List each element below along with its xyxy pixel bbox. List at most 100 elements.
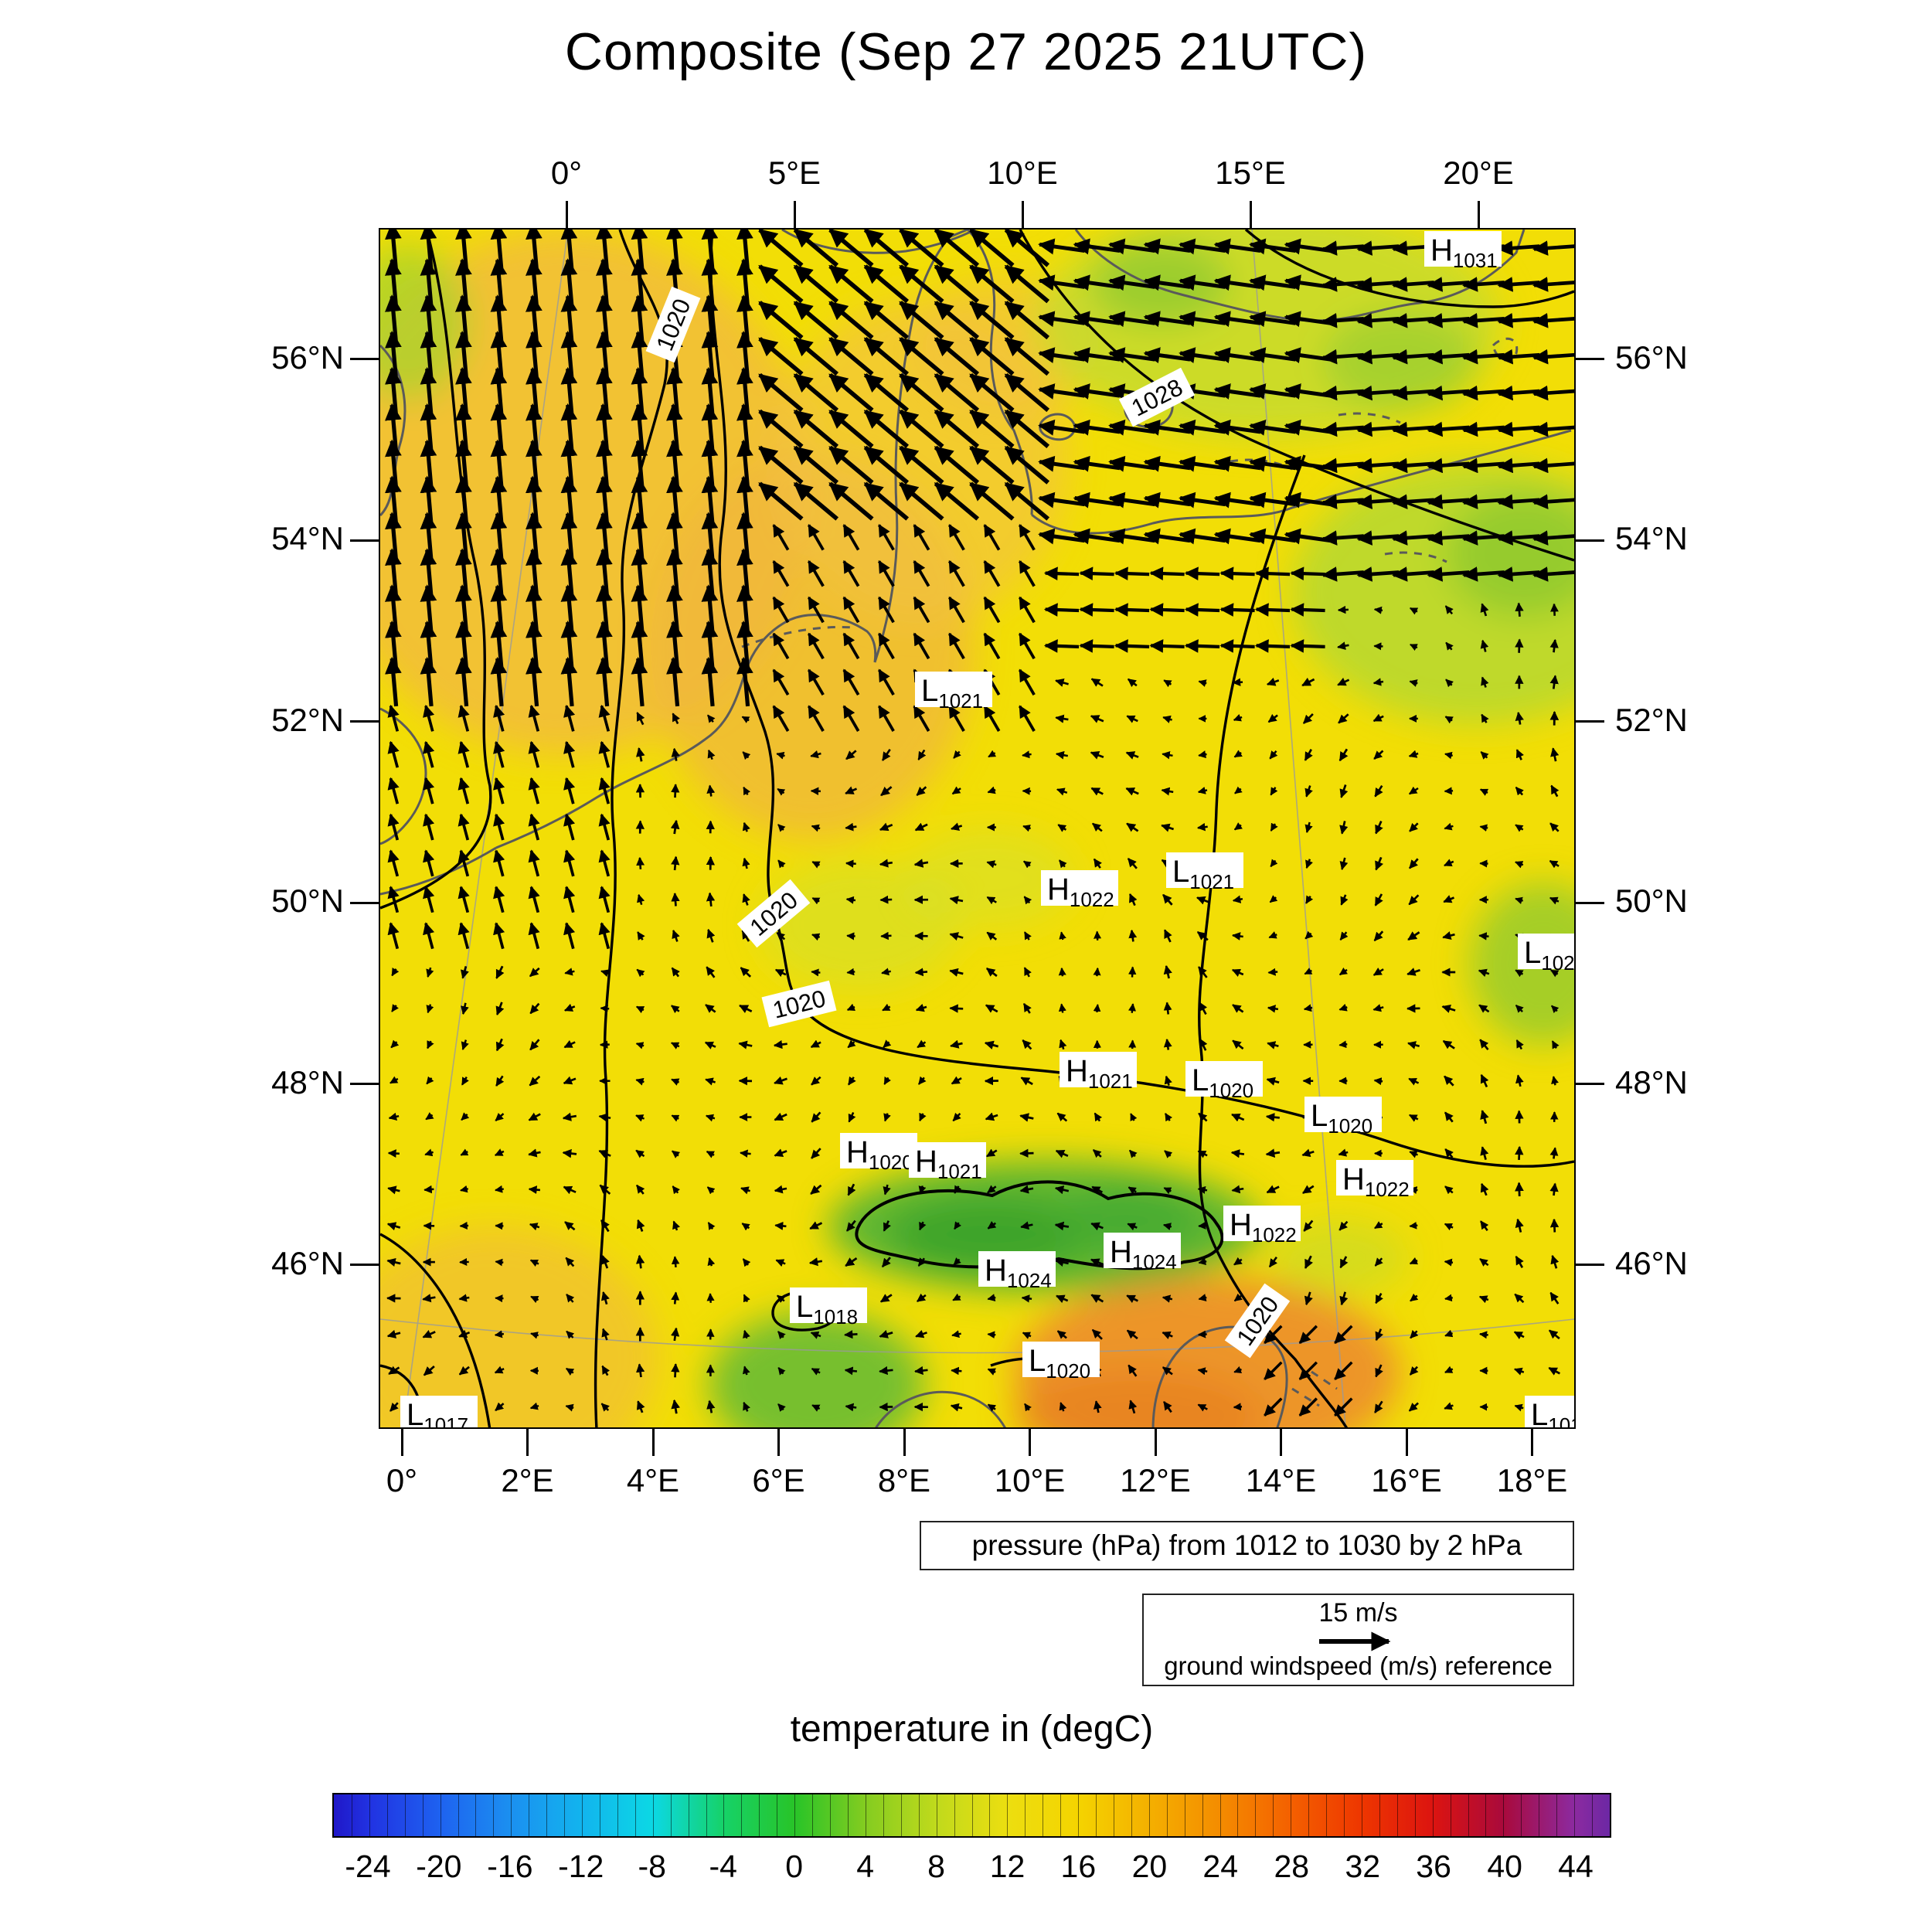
wind-arrow [461,1002,469,1015]
colorbar-separator [1521,1794,1522,1836]
wind-arrow [385,258,402,308]
wind-arrow [1265,1148,1281,1158]
wind-arrow [969,264,1015,304]
wind-arrow [986,931,998,940]
colorbar-separator [1308,1794,1310,1836]
wind-arrow [987,1294,996,1302]
svg-text:L1020: L1020 [1029,1344,1090,1383]
wind-arrow [983,705,1001,732]
wind-arrow [528,1148,541,1158]
wind-arrow [1408,1077,1420,1086]
colorbar-tick-label: 20 [1131,1849,1168,1884]
wind-arrow [1091,1328,1103,1340]
wind-arrow [1219,639,1255,653]
wind-arrow [1162,750,1173,760]
wind-arrow [1374,1400,1383,1413]
wind-arrow [385,621,402,671]
wind-arrow [743,1401,750,1412]
wind-arrow [560,366,578,417]
wind-arrow [528,922,540,950]
wind-arrow [420,294,437,345]
wind-arrow [1264,1361,1283,1380]
wind-arrow [1374,893,1383,906]
wind-arrow [1268,1257,1278,1268]
wind-arrow [387,886,400,913]
wind-arrow [666,656,683,707]
wind-arrow [420,230,437,272]
wind-arrow [707,1222,716,1230]
wind-arrow [596,548,613,598]
wind-arrow [1019,1113,1034,1122]
top-axis-tick-label: 15°E [1215,155,1286,191]
wind-arrow [1532,240,1574,256]
wind-arrow [528,849,540,877]
wind-arrow [671,1399,681,1414]
wind-arrow [560,439,578,489]
left-axis-tick-mark [350,539,379,542]
wind-arrow [493,886,505,913]
wind-arrow [1373,750,1384,760]
wind-arrow [598,740,611,768]
wind-arrow [934,264,980,304]
wind-vector-layer [385,230,1574,1417]
wind-arrow [425,1112,434,1121]
wind-arrow [1444,1402,1454,1410]
wind-arrow [776,931,786,941]
wind-arrow [1056,1294,1069,1304]
svg-text:L1021: L1021 [1172,855,1234,893]
wind-arrow [842,596,860,624]
wind-arrow [969,337,1015,376]
wind-arrow [1550,603,1559,616]
wind-arrow [596,230,613,272]
wind-arrow [387,777,400,804]
wind-arrow [736,548,753,598]
wind-arrow [560,621,578,671]
wind-arrow [1375,856,1384,871]
wind-arrow [1126,1329,1138,1340]
page-title: Composite (Sep 27 2025 21UTC) [564,22,1368,81]
wind-arrow [701,366,719,417]
wind-arrow [1515,969,1524,978]
top-axis-tick-mark [565,201,568,228]
colorbar-separator [369,1794,370,1836]
wind-arrow [846,1003,856,1012]
wind-arrow [420,656,437,707]
left-axis-tick-mark [350,720,379,723]
wind-arrow [1232,678,1243,687]
wind-arrow [793,372,839,413]
wind-arrow [986,860,997,869]
wind-arrow [934,372,980,413]
wind-arrow [914,968,928,977]
wind-arrow [1339,1256,1349,1269]
colorbar-separator [812,1794,814,1836]
wind-arrow [1056,1330,1067,1339]
wind-arrow [1532,494,1574,510]
colorbar-separator [404,1794,406,1836]
wind-arrow [1163,1187,1172,1195]
wind-arrow [493,740,505,768]
wind-arrow [1339,1291,1349,1306]
wind-arrow [1199,1038,1208,1051]
pressure-center-layer: H1031 L1021 H1022 L1021 L1022 H1021 L1020 L1020… [400,231,1574,1427]
wind-arrow [913,632,930,660]
bottom-axis-tick-mark [1029,1429,1031,1456]
wind-arrow [424,1148,434,1157]
wind-arrow [987,1331,996,1338]
wind-arrow [666,512,683,562]
wind-arrow [828,264,874,304]
colorbar-separator [830,1794,832,1836]
wind-arrow [1234,786,1243,794]
wind-arrow [494,1330,505,1338]
wind-arrow [666,230,683,272]
wind-arrow [1515,824,1524,832]
wind-arrow [1090,1222,1104,1231]
wind-arrow [1372,968,1384,976]
wind-arrow [596,512,613,562]
wind-arrow [528,740,540,768]
wind-arrow [1254,566,1291,580]
wind-arrow [951,786,961,795]
colorbar-separator [954,1794,955,1836]
wind-arrow [385,584,402,634]
wind-arrow [1408,894,1420,906]
